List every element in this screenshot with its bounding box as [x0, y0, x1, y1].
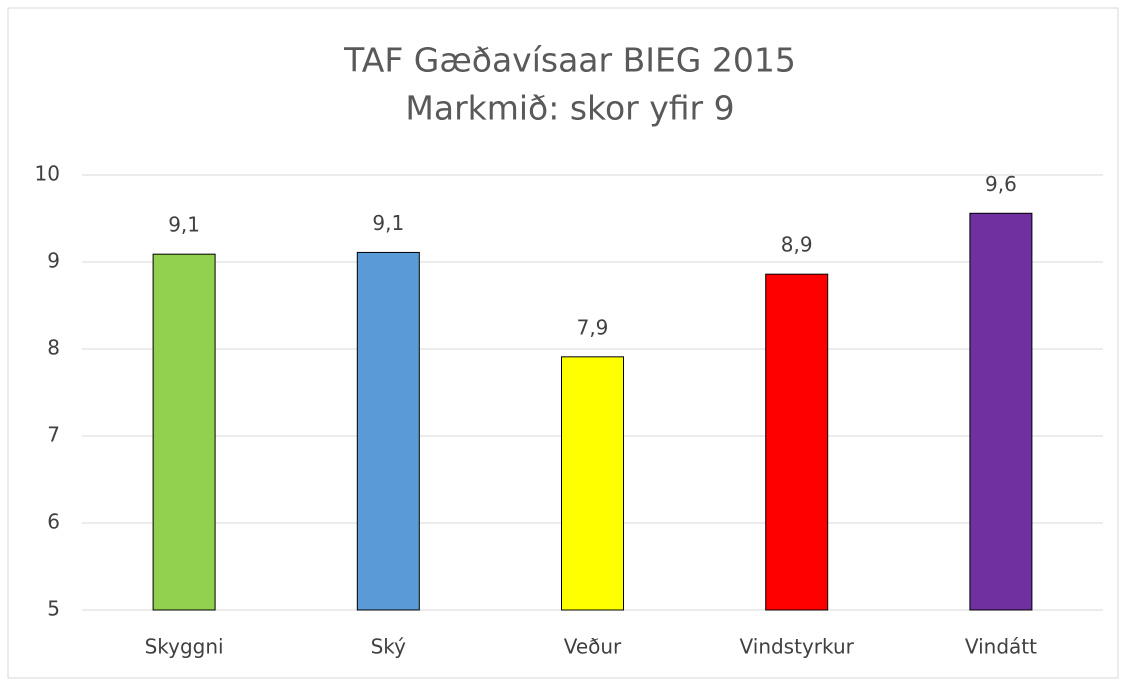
data-label: 7,9	[577, 315, 609, 339]
bar	[969, 212, 1033, 611]
chart-subtitle: Markmið: skor yfir 9	[405, 89, 734, 128]
x-tick-label: Vindátt	[965, 635, 1037, 659]
x-tick-label: Veður	[564, 635, 622, 659]
bar	[765, 273, 829, 611]
bar	[561, 356, 624, 611]
x-tick-label: Skyggni	[145, 635, 224, 659]
x-tick-label: Vindstyrkur	[740, 635, 855, 659]
y-tick-label: 10	[35, 162, 60, 186]
data-label: 9,1	[168, 213, 200, 237]
y-tick-label: 5	[47, 597, 60, 621]
y-tick-label: 8	[47, 336, 60, 360]
bar	[356, 251, 420, 611]
y-tick-label: 9	[47, 249, 60, 273]
data-label: 9,1	[372, 211, 404, 235]
y-tick-label: 6	[47, 510, 60, 534]
y-tick-label: 7	[47, 423, 60, 447]
chart-title: TAF Gæðavísaar BIEG 2015	[343, 41, 796, 80]
bar	[152, 253, 216, 611]
data-label: 9,6	[985, 172, 1017, 196]
x-tick-label: Ský	[371, 635, 407, 659]
data-label: 8,9	[781, 233, 813, 257]
